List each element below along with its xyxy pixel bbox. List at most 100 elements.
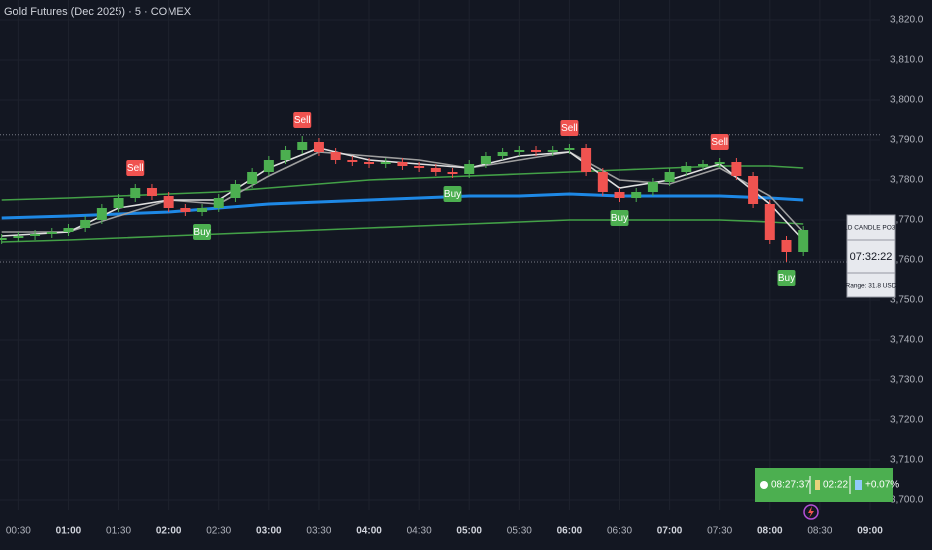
candle-body [430, 168, 441, 172]
y-tick-label: 3,700.0 [890, 495, 924, 506]
candle-body [798, 230, 809, 252]
candle-body [681, 166, 692, 172]
info-clock: 07:32:22 [850, 251, 893, 263]
candle-body [180, 208, 191, 212]
candle-body [96, 208, 107, 220]
x-tick-label: 09:00 [857, 526, 883, 537]
candle-body [731, 162, 742, 176]
status-bar: 08:27:37 02:22 +0.07% [755, 468, 899, 502]
candle-body [497, 152, 508, 156]
x-tick-label: 02:30 [206, 526, 231, 537]
candle-body [0, 238, 7, 240]
x-tick-label: 08:00 [757, 526, 783, 537]
signal-box [443, 186, 462, 202]
chart-title: Gold Futures (Dec 2025) · 5 · COMEX [4, 6, 192, 18]
candle-body [781, 240, 792, 252]
x-tick-label: 07:30 [707, 526, 732, 537]
x-tick-label: 07:00 [657, 526, 683, 537]
candle-body [263, 160, 274, 172]
signal-label: Sell [294, 115, 311, 126]
clock-icon [760, 481, 768, 489]
signal-box [193, 224, 212, 240]
status-countdown: 02:22 [823, 480, 848, 491]
candle-body [531, 150, 542, 152]
candle-body [764, 204, 775, 240]
status-time: 08:27:37 [771, 480, 810, 491]
signal-box [610, 210, 629, 226]
candle-body [447, 172, 458, 174]
y-tick-label: 3,810.0 [890, 55, 924, 66]
signal-label: Sell [711, 137, 728, 148]
y-tick-label: 3,710.0 [890, 455, 924, 466]
y-tick-label: 3,760.0 [890, 255, 924, 266]
candle-body [564, 148, 575, 150]
candle-body [146, 188, 157, 196]
candle-body [614, 192, 625, 198]
info-title: 1D CANDLE PO3* [844, 225, 898, 232]
grid [0, 0, 880, 510]
status-bg [755, 468, 893, 502]
indicator-line [1, 219, 804, 243]
candle-body [197, 208, 208, 212]
x-tick-label: 03:00 [256, 526, 282, 537]
candle-body [748, 176, 759, 204]
signal: Sell [710, 134, 729, 150]
x-tick-label: 04:00 [356, 526, 382, 537]
signal-box [293, 112, 312, 128]
indicator-line [1, 151, 804, 233]
y-tick-label: 3,730.0 [890, 375, 924, 386]
candle-body [80, 220, 91, 228]
candle-body [247, 172, 258, 184]
candle-body [480, 156, 491, 164]
candle-body [63, 228, 74, 232]
candle-body [30, 234, 41, 236]
x-tick-label: 02:00 [156, 526, 182, 537]
candle-body [714, 162, 725, 164]
candle-body [597, 172, 608, 192]
candle-body [464, 164, 475, 174]
indicator-line [1, 192, 804, 220]
candle-body [414, 166, 425, 168]
candle-body [230, 184, 241, 198]
candle-body [130, 188, 141, 198]
x-tick-label: 05:30 [507, 526, 532, 537]
candle-body [347, 160, 358, 162]
status-change: +0.07% [865, 480, 899, 491]
x-tick-label: 08:30 [807, 526, 832, 537]
signal: Buy [610, 210, 629, 226]
candle-body [380, 162, 391, 164]
y-tick-label: 3,750.0 [890, 295, 924, 306]
candle-body [664, 172, 675, 182]
candle-body [313, 142, 324, 152]
hourglass-icon [815, 480, 820, 490]
candle-body [631, 192, 642, 198]
candle-body [46, 232, 57, 234]
candle-body [297, 142, 308, 150]
signal-label: Buy [778, 273, 795, 284]
x-tick-label: 06:00 [557, 526, 583, 537]
signal: Buy [443, 186, 462, 202]
signal-label: Buy [611, 213, 628, 224]
candle-body [280, 150, 291, 160]
y-tick-label: 3,770.0 [890, 215, 924, 226]
candle-body [514, 150, 525, 152]
candle-body [113, 198, 124, 208]
signal-label: Buy [444, 189, 461, 200]
x-tick-label: 04:30 [407, 526, 432, 537]
y-tick-label: 3,780.0 [890, 175, 924, 186]
candle-body [364, 162, 375, 164]
candle-body [213, 198, 224, 208]
signal-box [126, 160, 145, 176]
info-box-bg [846, 214, 896, 298]
info-box: 1D CANDLE PO3* 07:32:22 Range: 31.8 USD [844, 214, 898, 298]
candle-body [581, 148, 592, 172]
x-tick-label: 01:00 [56, 526, 82, 537]
candle-body [397, 162, 408, 166]
signal-box [560, 120, 579, 136]
x-tick-label: 06:30 [607, 526, 632, 537]
candle-body [13, 236, 24, 238]
y-tick-label: 3,740.0 [890, 335, 924, 346]
x-tick-label: 01:30 [106, 526, 131, 537]
